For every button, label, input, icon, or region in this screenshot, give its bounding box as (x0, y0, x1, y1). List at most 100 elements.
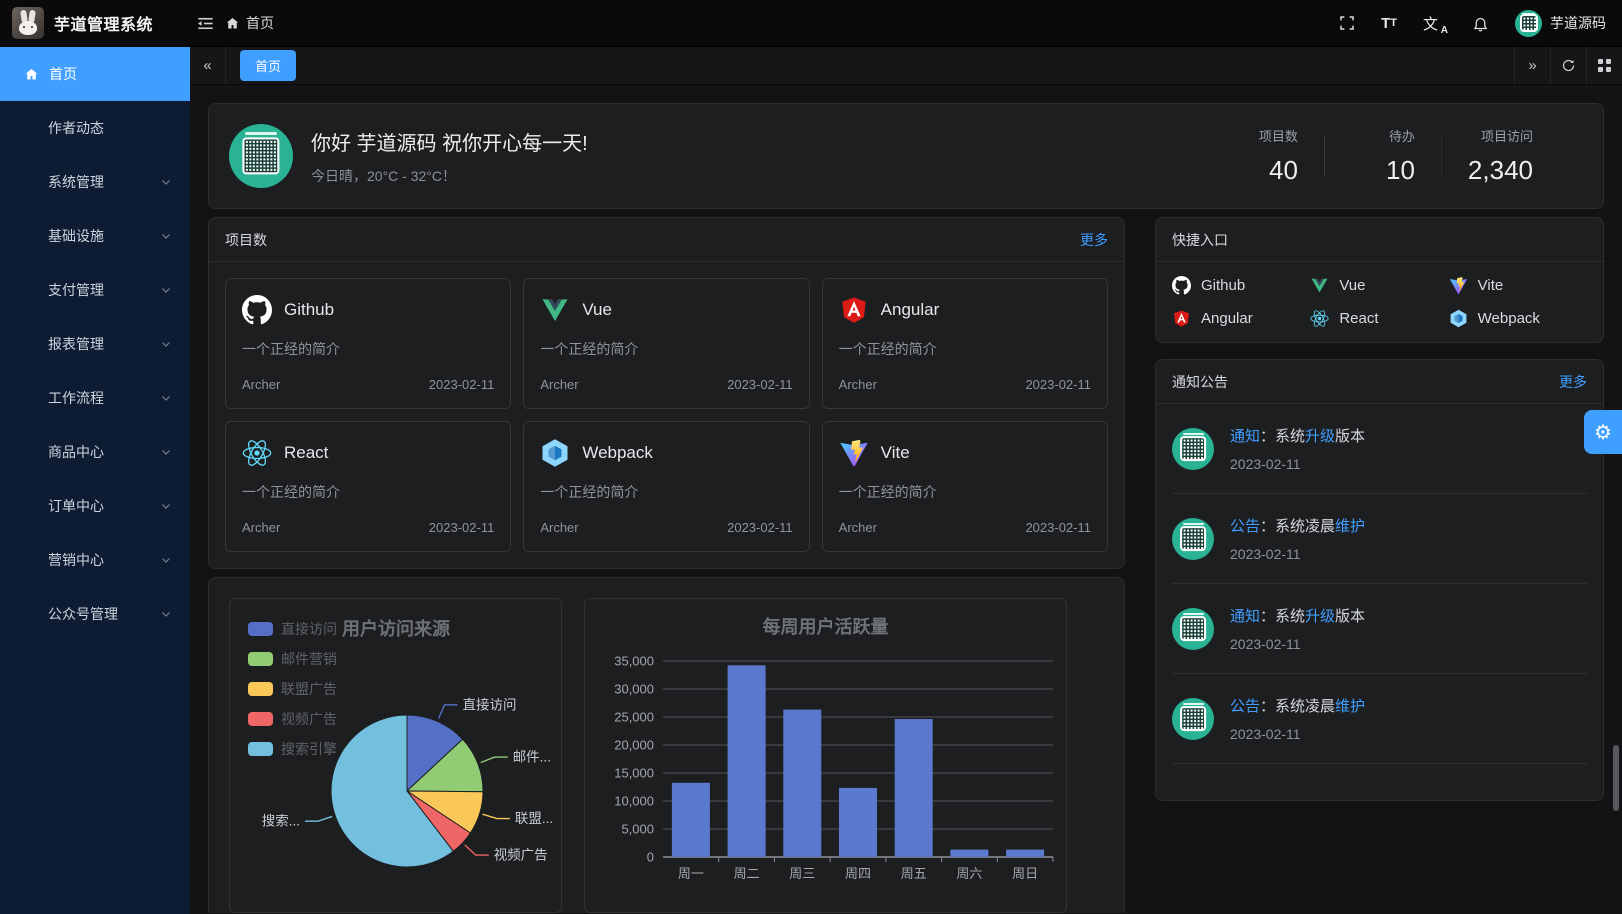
bar-周三[interactable] (783, 709, 822, 857)
bar-chart-card: 每周用户活跃量 0 5,000 10,000 15,000 20,000 25,000 30… (584, 598, 1067, 913)
shortcut-react[interactable]: React (1310, 309, 1448, 328)
project-name: Github (284, 300, 335, 319)
notice-keyword: 升级 (1305, 428, 1336, 445)
react-icon (242, 438, 272, 468)
notice-item-1[interactable]: 通知：系统升级版本 2023-02-11 (1172, 404, 1587, 493)
notice-avatar (1172, 697, 1214, 740)
notice-keyword: 通知 (1230, 608, 1261, 625)
sidebar-item-report[interactable]: 报表管理 (0, 317, 190, 371)
shortcut-angular[interactable]: Angular (1172, 309, 1310, 328)
legend-item-2[interactable]: 邮件营销 (248, 649, 337, 669)
project-tile-vite[interactable]: Vite 一个正经的简介 Archer 2023-02-11 (821, 421, 1108, 552)
chevron-down-icon (160, 554, 172, 566)
app-logo-area[interactable]: 芋道管理系统 (0, 7, 190, 39)
project-tile-react[interactable]: React 一个正经的简介 Archer 2023-02-11 (225, 421, 512, 552)
x-tick-label: 周五 (901, 866, 927, 881)
sidebar-item-author-trends[interactable]: 作者动态 (0, 101, 190, 155)
pie-label-line (480, 756, 508, 764)
notice-item-4[interactable]: 公告：系统凌晨维护 2023-02-11 (1172, 673, 1587, 763)
y-tick-label: 25,000 (614, 710, 654, 725)
settings-drawer-button[interactable]: ⚙ (1584, 410, 1622, 454)
projects-more-link[interactable]: 更多 (1080, 231, 1108, 248)
stat-divider (1323, 135, 1325, 177)
user-qr-avatar (229, 124, 293, 188)
legend-item-4[interactable]: 视频广告 (248, 709, 337, 729)
project-date: 2023-02-11 (1025, 377, 1091, 392)
greeting-subtitle: 今日晴，20°C - 32°C！ (311, 167, 457, 184)
sidebar-item-payment[interactable]: 支付管理 (0, 263, 190, 317)
project-footer: Archer 2023-02-11 (242, 377, 494, 392)
project-author: Archer (838, 377, 877, 392)
legend-item-1[interactable]: 直接访问 (248, 619, 337, 639)
refresh-icon[interactable] (1550, 47, 1586, 84)
tabs-scroll-left-icon[interactable]: « (190, 47, 226, 84)
project-tile-head: Github (242, 295, 494, 325)
legend-item-5[interactable]: 搜索引擎 (248, 739, 337, 759)
scrollbar-thumb[interactable] (1613, 745, 1619, 811)
notice-keyword: 通知 (1230, 428, 1261, 445)
project-author: Archer (838, 520, 877, 535)
notice-item-2[interactable]: 公告：系统凌晨维护 2023-02-11 (1172, 493, 1587, 583)
project-name: Vue (582, 300, 612, 319)
bell-icon[interactable] (1472, 15, 1489, 32)
y-tick-label: 0 (647, 850, 654, 865)
react-icon (1310, 309, 1329, 328)
bar-周四[interactable] (839, 787, 877, 857)
stat-1: 项目数 40 (1234, 126, 1298, 186)
shortcut-webpack[interactable]: Webpack (1449, 309, 1587, 328)
pie-slice-搜索引擎[interactable] (330, 714, 455, 868)
shortcut-vite[interactable]: Vite (1449, 276, 1587, 295)
sidebar-item-label: 作者动态 (48, 120, 104, 136)
user-menu[interactable]: 芋道源码 (1515, 9, 1606, 37)
pie-chart[interactable]: 直接访问邮件...联盟...视频广告搜索... (230, 599, 563, 913)
shortcuts-grid: Github Vue Vite Angular React Webpack (1156, 262, 1603, 342)
project-tile-vue[interactable]: Vue 一个正经的简介 Archer 2023-02-11 (523, 278, 810, 409)
bar-chart[interactable]: 0 5,000 10,000 15,000 20,000 25,000 30,000 35,0… (585, 599, 1068, 913)
shortcut-vue[interactable]: Vue (1310, 276, 1448, 295)
fullscreen-icon[interactable] (1339, 15, 1355, 31)
sidebar-item-order-center[interactable]: 订单中心 (0, 479, 190, 533)
pie-label: 搜索... (262, 814, 300, 829)
project-tile-github[interactable]: Github 一个正经的简介 Archer 2023-02-11 (225, 278, 512, 409)
notices-more-link[interactable]: 更多 (1559, 373, 1587, 390)
shortcut-label: Vite (1477, 277, 1504, 294)
sidebar-item-marketing-center[interactable]: 营销中心 (0, 533, 190, 587)
project-tile-angular[interactable]: Angular 一个正经的简介 Archer 2023-02-11 (821, 278, 1108, 409)
notice-keyword: 维护 (1335, 698, 1366, 715)
tabs-scroll-right-icon[interactable]: » (1514, 47, 1550, 84)
tab-options-icon[interactable] (1586, 47, 1622, 84)
stat-label: 待办 (1388, 129, 1415, 144)
shortcuts-card: 快捷入口 Github Vue Vite Angular React Webpack (1155, 217, 1604, 343)
sidebar-item-workflow[interactable]: 工作流程 (0, 371, 190, 425)
x-tick-label: 周六 (956, 866, 982, 881)
sidebar-fold-icon[interactable] (196, 14, 215, 33)
bar-周一[interactable] (671, 782, 710, 857)
shortcut-github[interactable]: Github (1172, 276, 1310, 295)
sidebar-item-official-account[interactable]: 公众号管理 (0, 587, 190, 641)
project-footer: Archer 2023-02-11 (839, 377, 1091, 392)
pie-slice-直接访问[interactable] (406, 714, 464, 793)
project-tile-webpack[interactable]: Webpack 一个正经的简介 Archer 2023-02-11 (523, 421, 810, 552)
pie-chart-card: 直接访问 邮件营销 联盟广告 视频广告 搜索引擎 用户访问来源 直接访问 邮件... 联盟.… (229, 598, 562, 913)
bar-周日[interactable] (1006, 849, 1045, 857)
sidebar-item-home[interactable]: 首页 (0, 47, 190, 101)
bar-周五[interactable] (894, 719, 933, 857)
notice-plain: 版本 (1335, 428, 1366, 445)
bar-周二[interactable] (727, 665, 766, 857)
tab-home[interactable]: 首页 (240, 50, 297, 81)
project-tile-head: Angular (839, 295, 1091, 325)
legend-item-3[interactable]: 联盟广告 (248, 679, 337, 699)
breadcrumb[interactable]: 首页 (225, 13, 274, 33)
sidebar-item-system[interactable]: 系统管理 (0, 155, 190, 209)
notice-item-3[interactable]: 通知：系统升级版本 2023-02-11 (1172, 583, 1587, 673)
vite-icon (839, 438, 869, 468)
stat-2: 待办 10 (1351, 126, 1415, 186)
bar-周六[interactable] (950, 849, 989, 857)
vue-icon (1310, 276, 1329, 295)
sidebar-item-infrastructure[interactable]: 基础设施 (0, 209, 190, 263)
x-tick-label: 周三 (789, 866, 815, 881)
sidebar-item-product-center[interactable]: 商品中心 (0, 425, 190, 479)
notice-date: 2023-02-11 (1230, 726, 1301, 742)
